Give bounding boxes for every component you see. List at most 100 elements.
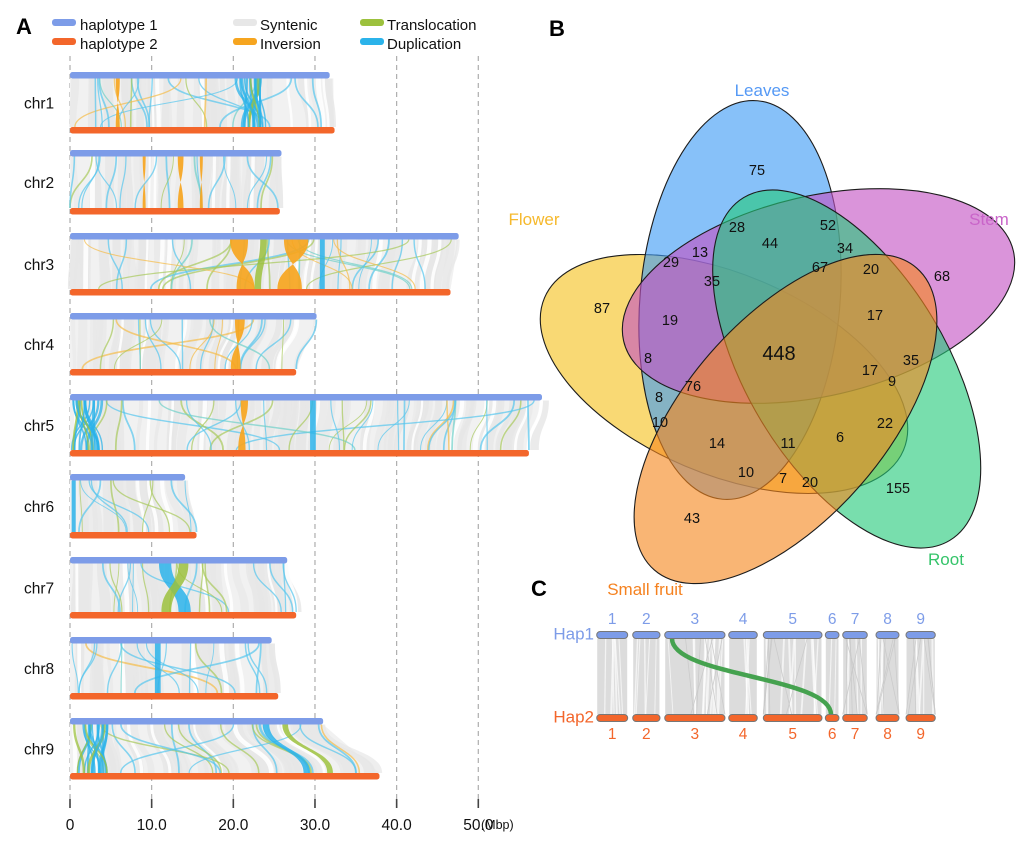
syntenic-ribbon: [268, 239, 280, 289]
minor-sv-curve: [111, 724, 136, 774]
chr-number-bottom: 3: [691, 726, 700, 743]
syntenic-ribbon: [130, 724, 155, 773]
minor-sv-curve: [446, 400, 450, 451]
minor-sv-curve: [199, 319, 214, 370]
hap-pair-ribbon-9: [905, 638, 936, 715]
minor-sv-curve: [170, 239, 193, 290]
minor-sv-curve: [341, 400, 345, 451]
ribbon-texture: [931, 638, 934, 715]
hap-pair-ribbon-5: [762, 638, 822, 715]
ribbon-gap: [160, 480, 174, 533]
syntenic-ribbon: [181, 643, 192, 693]
ribbon-texture: [643, 638, 647, 715]
ribbon-cross-line: [845, 638, 868, 715]
syntenic-ribbon: [96, 563, 112, 612]
syntenic-ribbon: [257, 563, 269, 612]
minor-sv-curve: [148, 78, 154, 128]
ribbon-cross-line: [893, 638, 900, 715]
translocation-curve: [669, 638, 834, 715]
minor-sv-curve: [246, 156, 279, 209]
chr-number-top: 2: [642, 611, 651, 628]
syntenic-ribbon: [284, 400, 297, 450]
syntenic-ribbon: [446, 239, 460, 289]
syntenic-ribbon: [274, 156, 284, 208]
minor-sv-curve: [119, 156, 127, 209]
ribbon-gap: [232, 724, 274, 774]
syntenic-ribbon: [213, 156, 224, 208]
minor-sv-curve: [479, 400, 516, 451]
ribbon-texture: [614, 638, 621, 715]
minor-sv-curve: [203, 78, 208, 128]
ribbon-cross-line: [696, 638, 701, 715]
minor-sv-curve: [121, 400, 136, 451]
syntenic-ribbon: [436, 400, 454, 450]
minor-sv-curve: [427, 400, 455, 451]
panel-a-label: A: [16, 14, 32, 39]
minor-sv-curve: [79, 480, 83, 533]
syntenic-ribbon: [200, 724, 238, 773]
ribbon-cross-line: [690, 638, 713, 715]
minor-sv-curve: [351, 400, 374, 451]
panel-b-venn-diagram: Flower Leaves Stem Root Small fruit 75 28 52 44 3…: [508, 81, 1016, 599]
minor-sv-curve: [109, 563, 123, 613]
minor-sv-curve: [160, 156, 174, 209]
ribbon-cross-line: [773, 638, 793, 715]
syntenic-ribbon: [197, 319, 211, 369]
panel-b-label: B: [549, 16, 565, 41]
ribbon-gap: [419, 239, 432, 290]
ribbon-cross-line: [767, 638, 771, 715]
hap2-bar: [70, 612, 297, 619]
syntenic-ribbon: [381, 239, 400, 289]
venn-count: 87: [594, 301, 610, 317]
ribbon-cross-line: [706, 638, 723, 715]
hap2-bar: [70, 693, 279, 700]
minor-sv-curve: [98, 239, 410, 290]
chr-number-top: 7: [851, 611, 860, 628]
venn-count: 20: [802, 475, 818, 491]
minor-sv-curve: [247, 643, 268, 694]
syntenic-ribbon: [188, 563, 202, 612]
minor-sv-curve: [133, 643, 260, 694]
axis-tick-label: 10.0: [137, 817, 168, 834]
syntenic-ribbon: [517, 400, 534, 450]
ribbon-cross-line: [685, 638, 695, 715]
syntenic-ribbon: [431, 239, 450, 289]
duplication-band: [71, 480, 76, 532]
minor-sv-curve: [85, 643, 219, 694]
ribbon-gap: [211, 156, 217, 209]
venn-set-label: Leaves: [735, 81, 790, 100]
venn-count: 43: [684, 511, 700, 527]
minor-sv-curve: [106, 643, 123, 694]
syntenic-ribbon: [217, 724, 258, 773]
syntenic-ribbon: [223, 643, 236, 693]
minor-sv-curve: [311, 78, 323, 128]
syntenic-ribbon: [106, 643, 114, 693]
chr-number-top: 4: [739, 611, 748, 628]
syntenic-ribbon: [180, 319, 203, 369]
ribbon-texture: [613, 638, 618, 715]
ribbon-gap: [286, 78, 293, 128]
ribbon-cross-line: [762, 638, 769, 715]
syntenic-ribbon: [93, 319, 104, 369]
ribbon-cross-line: [927, 638, 936, 715]
syntenic-ribbon: [114, 480, 130, 532]
minor-sv-curve: [80, 480, 127, 533]
syntenic-ribbon: [208, 319, 224, 369]
inversion-band: [238, 400, 249, 450]
hap2-chr-bar: [632, 714, 661, 722]
syntenic-ribbon: [229, 643, 240, 693]
chr-number-top: 3: [691, 611, 700, 628]
chr-label: chr5: [24, 418, 54, 435]
minor-sv-curve: [266, 239, 271, 290]
ribbon-texture: [828, 638, 833, 715]
minor-sv-curve: [191, 400, 215, 451]
ribbon-gap: [199, 78, 207, 128]
hap1-bar: [70, 233, 459, 240]
ribbon-texture: [705, 638, 711, 715]
syntenic-ribbon: [266, 563, 285, 612]
syntenic-ribbon: [93, 643, 104, 693]
syntenic-ribbon: [261, 643, 269, 693]
minor-sv-curve: [333, 239, 416, 290]
syntenic-ribbon: [98, 239, 105, 289]
duplication-cluster-curve: [78, 400, 86, 451]
